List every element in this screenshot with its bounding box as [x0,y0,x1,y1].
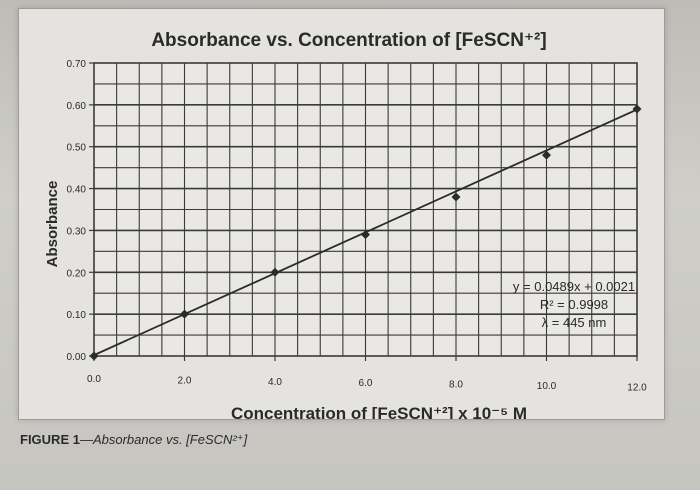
y-tick-label: 0.20 [67,268,87,279]
y-tick-label: 0.40 [67,185,87,196]
absorbance-chart: Absorbance vs. Concentration of [FeSCN⁺²… [44,30,647,423]
y-axis-ticks: 0.00 0.10 0.20 0.30 0.40 0.50 0.60 0.70 [67,59,94,363]
x-tick-label: 0.0 [87,374,101,385]
y-tick-label: 0.60 [67,101,87,112]
data-point [270,267,280,277]
x-tick-label: 12.0 [627,382,647,393]
figure-caption-dash: — [79,432,93,447]
y-tick-label: 0.70 [67,59,87,70]
chart-panel: Absorbance vs. Concentration of [FeSCN⁺²… [18,8,665,423]
x-tick-label: 2.0 [178,375,192,386]
x-tick-label: 4.0 [268,377,282,388]
x-axis-label: Concentration of [FeSCN⁺²] x 10⁻⁵ M [231,404,527,419]
equation-annotation: λ = 445 nm [542,315,607,330]
figure-label: FIGURE 1 [20,432,80,447]
data-point [542,150,551,160]
data-point [180,309,189,319]
x-tick-label: 10.0 [537,381,557,392]
equation-annotation: y = 0.0489x + 0.0021 [513,279,635,294]
y-axis-label: Absorbance [44,181,61,268]
data-point [361,230,370,240]
y-tick-label: 0.00 [67,352,87,363]
data-point [89,351,99,361]
data-series [89,104,642,361]
data-point [451,192,461,202]
x-tick-label: 6.0 [359,378,373,389]
equation-annotation: R² = 0.9998 [540,297,608,312]
figure-caption-text: Absorbance vs. [FeSCN²⁺] [92,432,248,447]
y-tick-label: 0.50 [67,143,87,154]
equation-annotations: y = 0.0489x + 0.0021 R² = 0.9998 λ = 445 n… [513,279,635,330]
y-tick-label: 0.30 [67,226,87,237]
chart-title: Absorbance vs. Concentration of [FeSCN⁺²… [151,30,546,51]
data-point [632,104,642,114]
figure-caption: FIGURE 1—Absorbance vs. [FeSCN²⁺] [20,432,247,448]
y-tick-label: 0.10 [67,310,87,321]
x-axis-ticks: 0.0 2.0 4.0 6.0 8.0 10.0 12.0 [87,356,647,393]
x-tick-label: 8.0 [449,380,463,391]
grid [93,62,638,357]
